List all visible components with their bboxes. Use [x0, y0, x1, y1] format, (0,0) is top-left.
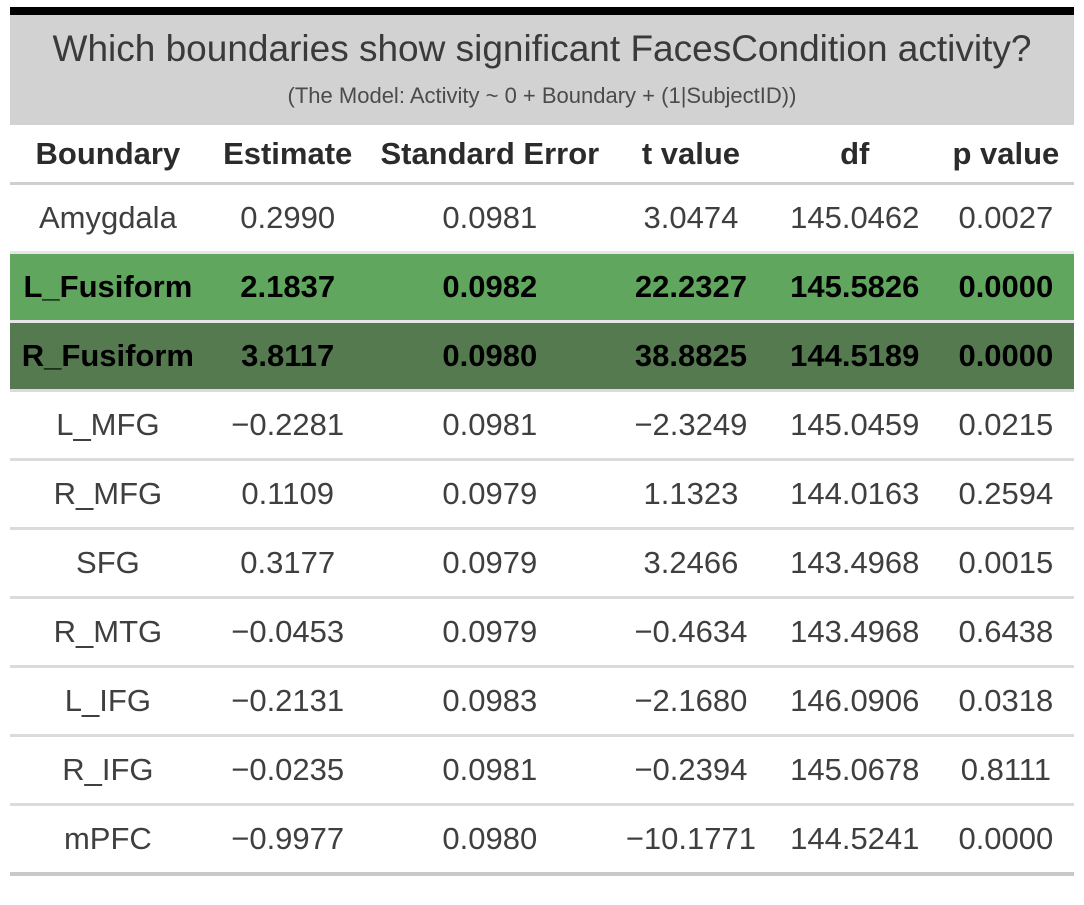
- column-header-boundary: Boundary: [10, 125, 206, 185]
- df-cell: 145.0678: [790, 752, 920, 787]
- page-title: Which boundaries show significant FacesC…: [52, 28, 1032, 69]
- table-body: Amygdala 0.2990 0.0981 3.0474 145.0462 0…: [10, 184, 1074, 875]
- standard-error-cell: 0.0979: [442, 614, 538, 649]
- df-cell: 143.4968: [790, 614, 920, 649]
- t-value-cell: −10.1771: [625, 821, 756, 856]
- table-row-r-mtg: R_MTG −0.0453 0.0979 −0.4634 143.4968 0.…: [10, 597, 1074, 667]
- boundary-cell: Amygdala: [38, 200, 177, 235]
- estimate-cell: 2.1837: [240, 269, 336, 304]
- df-cell: 144.5241: [790, 821, 920, 856]
- standard-error-cell: 0.0979: [442, 476, 538, 511]
- standard-error-cell: 0.0982: [442, 269, 538, 304]
- table-row-mpfc: mPFC −0.9977 0.0980 −10.1771 144.5241 0.…: [10, 804, 1074, 875]
- p-value-cell: 0.0000: [958, 338, 1054, 373]
- standard-error-cell: 0.0981: [442, 200, 538, 235]
- standard-error-cell: 0.0981: [442, 752, 538, 787]
- statistics-table: Boundary Estimate Standard Error t value…: [10, 125, 1074, 876]
- boundary-cell: R_IFG: [62, 752, 154, 787]
- column-header-t-value: t value: [610, 125, 772, 185]
- table-row-r-fusiform-highlighted: R_Fusiform 3.8117 0.0980 38.8825 144.518…: [10, 321, 1074, 391]
- boundary-cell: R_MFG: [53, 476, 163, 511]
- table-row-l-fusiform-highlighted: L_Fusiform 2.1837 0.0982 22.2327 145.582…: [10, 252, 1074, 322]
- estimate-cell: 3.8117: [241, 338, 335, 373]
- boundary-cell: R_MTG: [53, 614, 163, 649]
- boundary-cell: R_Fusiform: [21, 338, 194, 373]
- table-header-block: Which boundaries show significant FacesC…: [10, 15, 1074, 125]
- t-value-cell: −2.3249: [634, 407, 748, 442]
- t-value-cell: −2.1680: [634, 683, 748, 718]
- standard-error-cell: 0.0983: [442, 683, 538, 718]
- table-row-amygdala: Amygdala 0.2990 0.0981 3.0474 145.0462 0…: [10, 184, 1074, 253]
- column-header-df: df: [771, 125, 938, 185]
- p-value-cell: 0.0027: [958, 200, 1054, 235]
- p-value-cell: 0.0000: [958, 821, 1054, 856]
- df-cell: 145.0462: [790, 200, 920, 235]
- table-row-l-ifg: L_IFG −0.2131 0.0983 −2.1680 146.0906 0.…: [10, 666, 1074, 736]
- t-value-cell: 3.0474: [643, 200, 739, 235]
- standard-error-cell: 0.0979: [442, 545, 538, 580]
- standard-error-cell: 0.0981: [442, 407, 538, 442]
- table-top-border: [10, 7, 1074, 15]
- df-cell: 144.5189: [790, 338, 920, 373]
- p-value-cell: 0.0015: [958, 545, 1054, 580]
- t-value-cell: 38.8825: [634, 338, 747, 373]
- table-row-r-ifg: R_IFG −0.0235 0.0981 −0.2394 145.0678 0.…: [10, 735, 1074, 805]
- estimate-cell: −0.0235: [231, 752, 345, 787]
- table-row-sfg: SFG 0.3177 0.0979 3.2466 143.4968 0.0015: [10, 528, 1074, 598]
- t-value-cell: −0.4634: [634, 614, 748, 649]
- table-head: Boundary Estimate Standard Error t value…: [10, 125, 1074, 185]
- estimate-cell: −0.0453: [231, 614, 345, 649]
- df-cell: 144.0163: [790, 476, 920, 511]
- column-header-standard-error: Standard Error: [369, 125, 611, 185]
- boundary-cell: SFG: [76, 545, 140, 580]
- t-value-cell: −0.2394: [634, 752, 748, 787]
- boundary-cell: L_MFG: [56, 407, 160, 442]
- standard-error-cell: 0.0980: [442, 338, 538, 373]
- estimate-cell: 0.2990: [240, 200, 336, 235]
- column-header-p-value: p value: [937, 125, 1074, 185]
- p-value-cell: 0.0215: [958, 407, 1054, 442]
- estimate-cell: 0.3177: [240, 545, 336, 580]
- table-row-l-mfg: L_MFG −0.2281 0.0981 −2.3249 145.0459 0.…: [10, 390, 1074, 460]
- estimate-cell: −0.2131: [231, 683, 345, 718]
- p-value-cell: 0.0318: [958, 683, 1054, 718]
- df-cell: 143.4968: [790, 545, 920, 580]
- df-cell: 146.0906: [790, 683, 920, 718]
- boundary-cell: L_IFG: [64, 683, 151, 718]
- t-value-cell: 1.1323: [643, 476, 739, 511]
- standard-error-cell: 0.0980: [442, 821, 538, 856]
- results-table-container: Which boundaries show significant FacesC…: [10, 7, 1074, 876]
- estimate-cell: −0.2281: [231, 407, 345, 442]
- p-value-cell: 0.2594: [958, 476, 1054, 511]
- estimate-cell: −0.9977: [231, 821, 345, 856]
- boundary-cell: L_Fusiform: [23, 269, 193, 304]
- column-header-row: Boundary Estimate Standard Error t value…: [10, 125, 1074, 185]
- p-value-cell: 0.0000: [958, 269, 1054, 304]
- df-cell: 145.0459: [790, 407, 920, 442]
- column-header-estimate: Estimate: [205, 125, 370, 185]
- boundary-cell: mPFC: [63, 821, 152, 856]
- df-cell: 145.5826: [790, 269, 920, 304]
- model-formula-subtitle: (The Model: Activity ~ 0 + Boundary + (1…: [287, 83, 797, 108]
- p-value-cell: 0.6438: [958, 614, 1054, 649]
- estimate-cell: 0.1109: [241, 476, 334, 511]
- t-value-cell: 3.2466: [643, 545, 739, 580]
- table-row-r-mfg: R_MFG 0.1109 0.0979 1.1323 144.0163 0.25…: [10, 459, 1074, 529]
- t-value-cell: 22.2327: [634, 269, 747, 304]
- p-value-cell: 0.8111: [960, 752, 1051, 787]
